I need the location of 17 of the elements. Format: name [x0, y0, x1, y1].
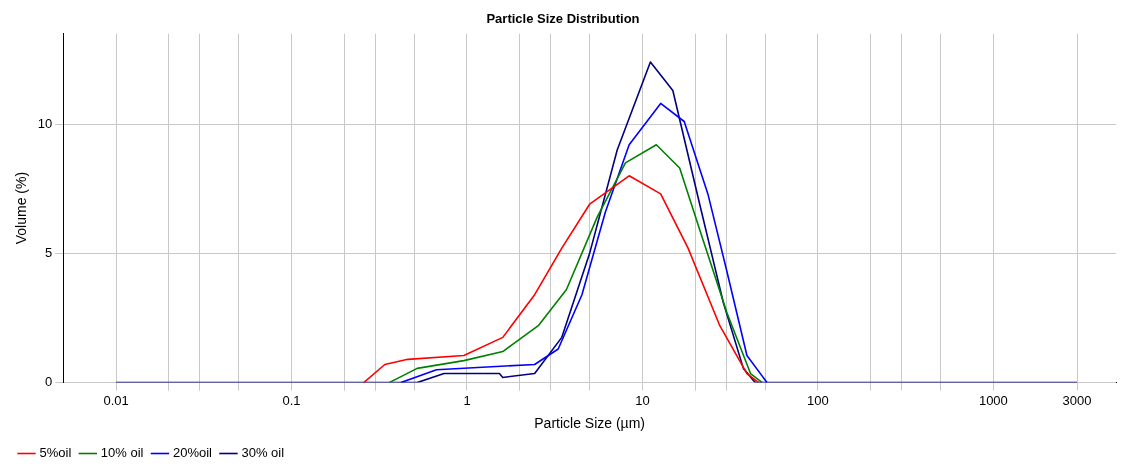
x-tick-label: 100 — [807, 392, 829, 408]
x-tick-label: 1 — [463, 392, 471, 408]
x-tick-label: 0.1 — [282, 392, 301, 408]
legend-label: 5%oil — [39, 445, 72, 461]
x-axis-title: Particle Size (µm) — [534, 415, 646, 432]
legend-label: 20%oil — [172, 445, 213, 461]
x-tick-label: 10 — [635, 392, 650, 408]
chart-title: Particle Size Distribution — [486, 11, 640, 27]
x-tick-label: 1000 — [978, 392, 1008, 408]
y-tick-label: 0 — [45, 374, 53, 390]
x-tick-label: 3000 — [1062, 392, 1092, 408]
legend-label: 30% oil — [241, 445, 285, 461]
y-tick-label: 5 — [45, 244, 53, 260]
x-tick-label: 0.01 — [103, 392, 129, 408]
legend-label: 10% oil — [100, 445, 144, 461]
y-axis-title: Volume (%) — [13, 171, 30, 245]
y-tick-label: 10 — [37, 115, 53, 131]
